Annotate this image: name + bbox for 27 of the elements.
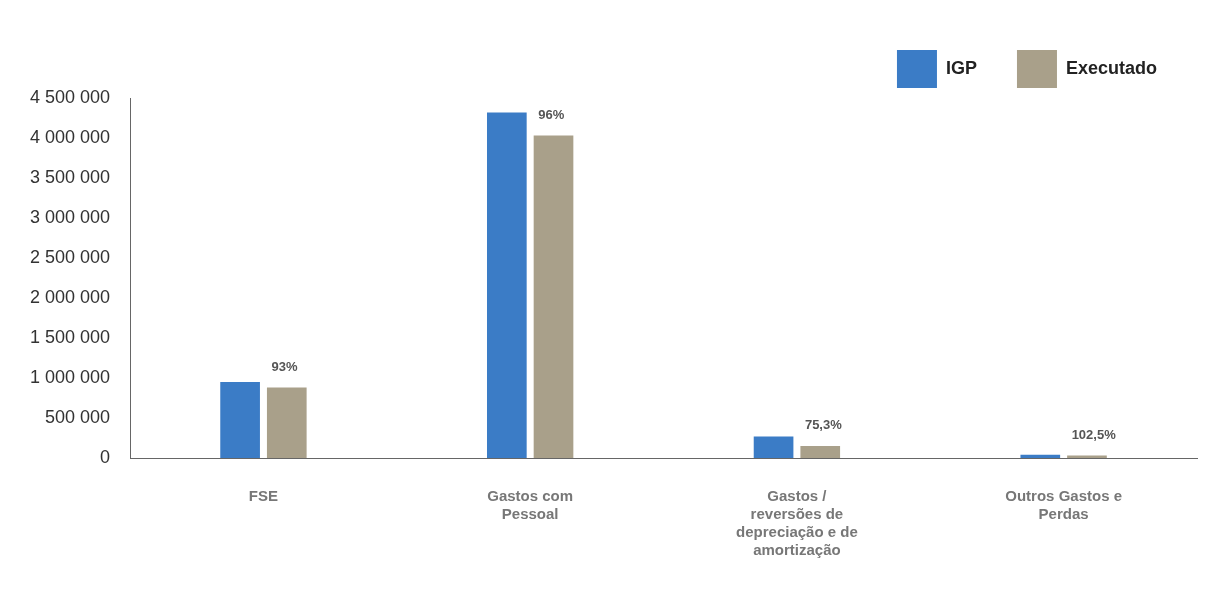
y-tick-label: 3 500 000	[30, 166, 111, 187]
bar	[1020, 454, 1061, 458]
y-tick-label: 4 000 000	[30, 126, 111, 147]
y-tick-label: 1 500 000	[30, 326, 111, 347]
x-tick-label: Outros Gastos e Perdas	[1005, 487, 1122, 523]
bar	[266, 387, 307, 458]
legend-label: IGP	[945, 57, 977, 78]
bar	[487, 112, 527, 458]
bar	[220, 382, 260, 458]
annotation: 75,3%	[804, 417, 843, 433]
y-tick-label: 2 000 000	[30, 286, 111, 307]
y-tick-label: 0	[100, 446, 111, 467]
bar	[533, 135, 574, 458]
legend-label: Executado	[1065, 57, 1157, 78]
bar	[800, 446, 841, 458]
bar	[753, 436, 794, 458]
y-tick-label: 4 500 000	[30, 86, 111, 107]
y-tick-label: 3 000 000	[30, 206, 111, 227]
y-tick-label: 500 000	[45, 406, 111, 427]
x-tick-label: Gastos / reversões de depreciação e de amortização	[736, 487, 858, 559]
annotation: 102,5%	[1071, 426, 1117, 442]
annotation: 93%	[271, 358, 298, 374]
y-tick-label: 2 500 000	[30, 246, 111, 267]
annotation: 96%	[538, 106, 565, 122]
x-tick-label: FSE	[248, 487, 279, 505]
x-tick-label: Gastos com Pessoal	[487, 487, 574, 523]
y-tick-label: 1 000 000	[30, 366, 111, 387]
